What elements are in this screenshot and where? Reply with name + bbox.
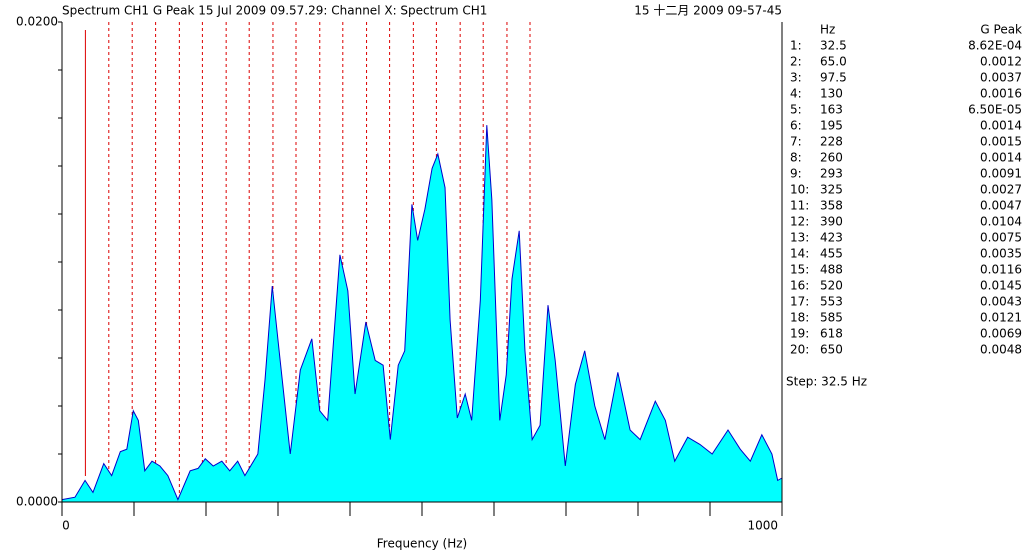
- row-hz: 163: [820, 103, 843, 117]
- row-index: 8:: [790, 151, 802, 165]
- row-index: 20:: [790, 343, 809, 357]
- row-index: 4:: [790, 87, 802, 101]
- row-peak: 0.0014: [980, 151, 1022, 165]
- row-hz: 260: [820, 151, 843, 165]
- row-hz: 97.5: [820, 71, 847, 85]
- timestamp: 15 十二月 2009 09-57-45: [634, 4, 782, 18]
- row-index: 10:: [790, 183, 809, 197]
- row-index: 16:: [790, 279, 809, 293]
- x-tick-label: 0: [62, 519, 70, 533]
- row-index: 11:: [790, 199, 809, 213]
- chart-title: Spectrum CH1 G Peak 15 Jul 2009 09.57.29…: [62, 4, 487, 18]
- row-hz: 325: [820, 183, 843, 197]
- row-index: 9:: [790, 167, 802, 181]
- row-peak: 0.0075: [980, 231, 1022, 245]
- row-index: 5:: [790, 103, 802, 117]
- row-peak: 6.50E-05: [968, 103, 1022, 117]
- row-index: 15:: [790, 263, 809, 277]
- row-hz: 293: [820, 167, 843, 181]
- row-index: 7:: [790, 135, 802, 149]
- row-index: 1:: [790, 39, 802, 53]
- row-peak: 0.0116: [980, 263, 1022, 277]
- row-hz: 553: [820, 295, 843, 309]
- row-hz: 618: [820, 327, 843, 341]
- row-index: 6:: [790, 119, 802, 133]
- row-peak: 0.0027: [980, 183, 1022, 197]
- spectrum-area: [62, 125, 782, 502]
- row-hz: 228: [820, 135, 843, 149]
- row-hz: 520: [820, 279, 843, 293]
- spectrum-line: [61, 125, 783, 501]
- y-tick-label: 0.0000: [16, 495, 58, 509]
- row-index: 3:: [790, 71, 802, 85]
- row-hz: 65.0: [820, 55, 847, 69]
- row-peak: 0.0145: [980, 279, 1022, 293]
- row-index: 14:: [790, 247, 809, 261]
- row-hz: 390: [820, 215, 843, 229]
- row-peak: 0.0043: [980, 295, 1022, 309]
- row-hz: 358: [820, 199, 843, 213]
- row-peak: 0.0048: [980, 343, 1022, 357]
- row-index: 12:: [790, 215, 809, 229]
- row-peak: 8.62E-04: [968, 39, 1022, 53]
- row-hz: 195: [820, 119, 843, 133]
- row-peak: 0.0012: [980, 55, 1022, 69]
- x-tick-label: 1000: [747, 519, 778, 533]
- row-peak: 0.0014: [980, 119, 1022, 133]
- row-hz: 32.5: [820, 39, 847, 53]
- row-hz: 423: [820, 231, 843, 245]
- row-peak: 0.0015: [980, 135, 1022, 149]
- step-label: Step: 32.5 Hz: [786, 375, 867, 389]
- row-peak: 0.0104: [980, 215, 1022, 229]
- row-peak: 0.0035: [980, 247, 1022, 261]
- row-index: 2:: [790, 55, 802, 69]
- row-index: 17:: [790, 295, 809, 309]
- row-peak: 0.0047: [980, 199, 1022, 213]
- row-index: 13:: [790, 231, 809, 245]
- row-hz: 585: [820, 311, 843, 325]
- row-hz: 455: [820, 247, 843, 261]
- row-peak: 0.0016: [980, 87, 1022, 101]
- row-hz: 488: [820, 263, 843, 277]
- row-index: 19:: [790, 327, 809, 341]
- row-hz: 130: [820, 87, 843, 101]
- table-header: G Peak: [980, 23, 1022, 37]
- y-tick-label: 0.0200: [16, 15, 58, 29]
- row-peak: 0.0121: [980, 311, 1022, 325]
- row-peak: 0.0037: [980, 71, 1022, 85]
- row-index: 18:: [790, 311, 809, 325]
- x-axis-label: Frequency (Hz): [377, 537, 468, 551]
- table-header: Hz: [820, 23, 835, 37]
- row-peak: 0.0091: [980, 167, 1022, 181]
- row-peak: 0.0069: [980, 327, 1022, 341]
- row-hz: 650: [820, 343, 843, 357]
